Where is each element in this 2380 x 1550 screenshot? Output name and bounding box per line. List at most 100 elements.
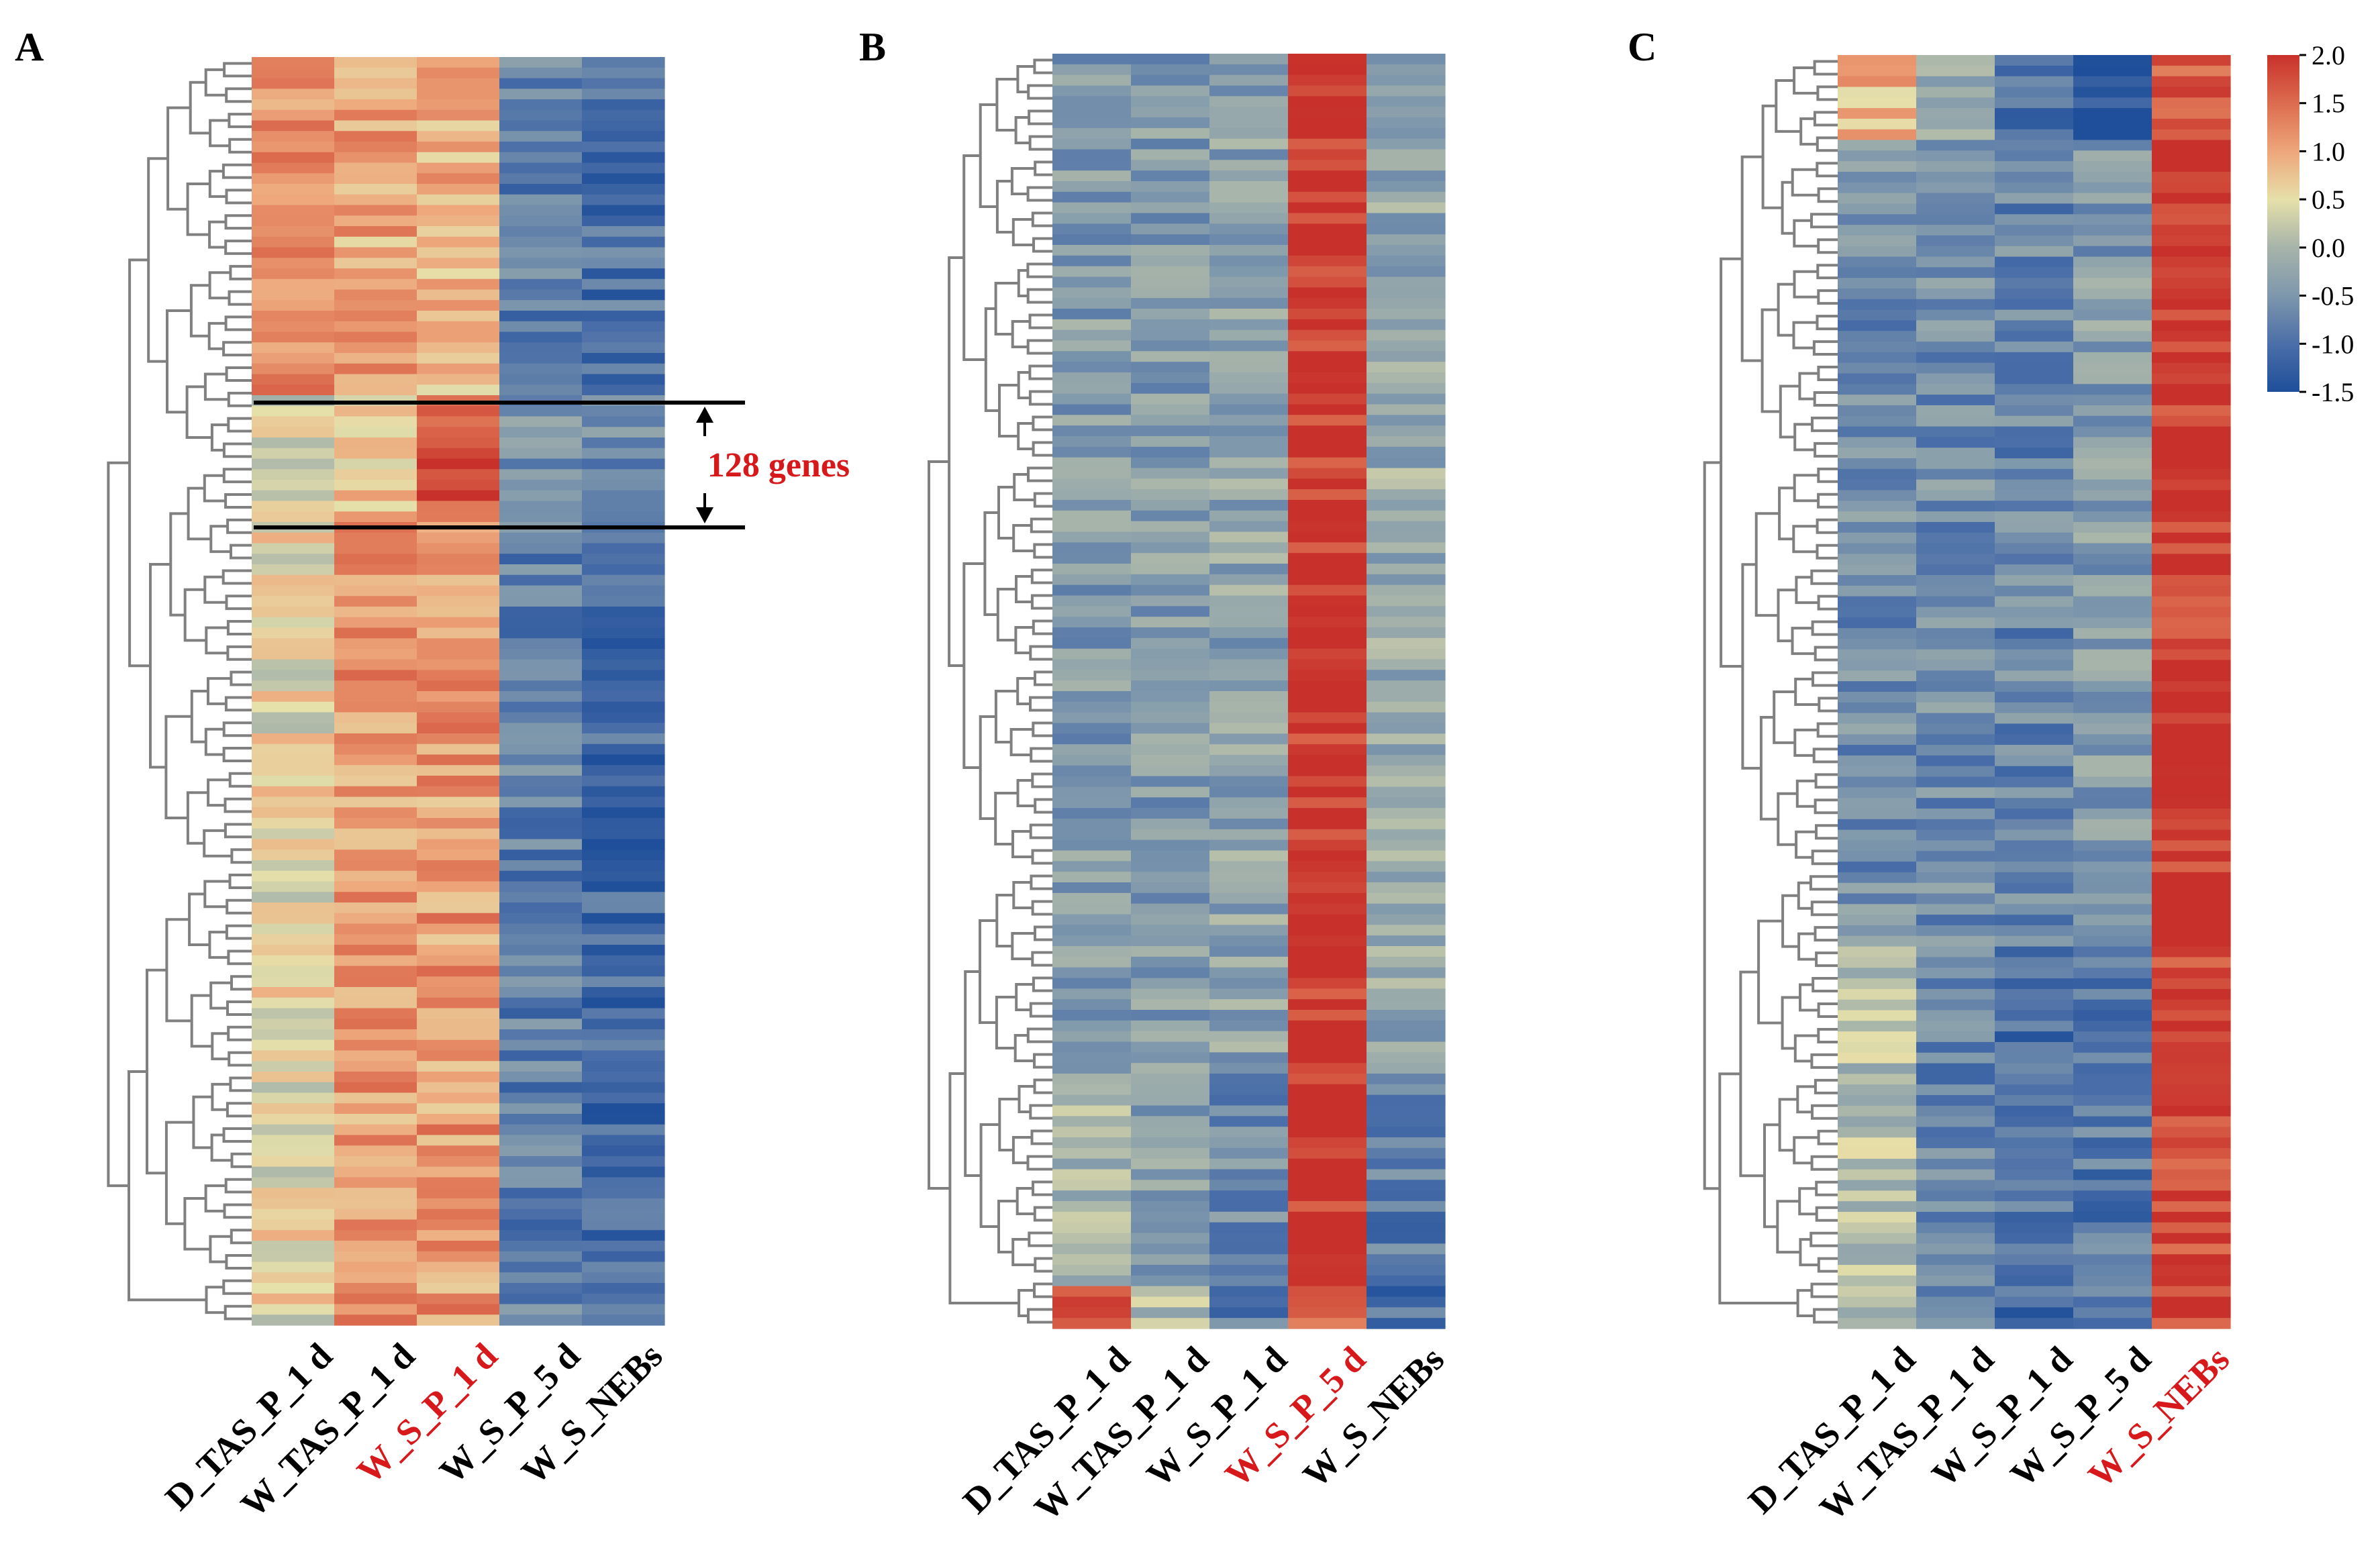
heatmap-cell [1916, 1116, 1995, 1128]
heatmap-cell [582, 543, 665, 554]
heatmap-cell [2152, 1296, 2231, 1308]
heatmap-cell [1367, 861, 1446, 872]
heatmap-cell [252, 680, 335, 692]
heatmap-cell [1367, 956, 1446, 968]
heatmap-cell [1838, 1063, 1917, 1074]
heatmap-cell [2152, 851, 2231, 862]
heatmap-cell [334, 554, 417, 565]
heatmap-cell [582, 99, 665, 111]
heatmap-cell [1995, 468, 2074, 480]
heatmap-cell [499, 215, 583, 227]
heatmap-cell [417, 67, 500, 79]
heatmap-cell [499, 1061, 583, 1072]
heatmap-cell [1838, 681, 1917, 692]
heatmap-cell [2152, 543, 2231, 554]
heatmap-cell [417, 416, 500, 427]
heatmap-cell [2073, 129, 2152, 141]
heatmap-cell [499, 680, 583, 692]
heatmap-cell [1209, 595, 1289, 607]
heatmap-cell [499, 131, 583, 142]
heatmap-cell [1288, 500, 1367, 511]
heatmap-cell [1209, 808, 1289, 819]
heatmap-cell [417, 162, 500, 174]
heatmap-cell [1052, 298, 1132, 309]
heatmap-cell [499, 67, 583, 79]
heatmap-cell [1995, 617, 2074, 629]
heatmap-cell [2152, 299, 2231, 311]
heatmap-cell [417, 1061, 500, 1072]
heatmap-cell [1838, 352, 1917, 364]
heatmap-cell [2073, 829, 2152, 841]
heatmap-cell [2152, 692, 2231, 703]
heatmap-cell [1288, 149, 1367, 160]
heatmap-cell [582, 902, 665, 914]
heatmap-cell [1131, 1010, 1210, 1021]
heatmap-cell [417, 574, 500, 586]
heatmap-cell [1052, 829, 1132, 841]
heatmap-cell [1052, 127, 1132, 140]
heatmap-cell [334, 300, 417, 311]
heatmap-cell [417, 585, 500, 597]
heatmap-cell [417, 490, 500, 502]
heatmap-cell [1995, 723, 2074, 735]
heatmap-cell [1916, 723, 1995, 735]
heatmap-cell [1367, 181, 1446, 193]
heatmap-cell [1131, 329, 1210, 342]
heatmap-cell [2152, 925, 2231, 937]
heatmap-cell [499, 1114, 583, 1125]
heatmap-cell [1209, 542, 1289, 554]
heatmap-cell [1131, 797, 1210, 809]
heatmap-cell [334, 1177, 417, 1188]
heatmap-cell [499, 543, 583, 554]
heatmap-cell [499, 966, 583, 977]
heatmap-cell [1209, 1265, 1289, 1276]
heatmap-cell [1052, 245, 1132, 256]
heatmap-cell [2073, 415, 2152, 427]
heatmap-cell [582, 353, 665, 364]
heatmap-cell [1838, 702, 1917, 714]
heatmap-cell [1131, 946, 1210, 958]
heatmap-cell [252, 723, 335, 734]
heatmap-cell [499, 311, 583, 322]
heatmap-cell [1916, 745, 1995, 756]
heatmap-cell [582, 1124, 665, 1136]
heatmap-cell [1052, 415, 1132, 426]
heatmap-cell [1367, 138, 1446, 150]
heatmap-cell [1916, 1254, 1995, 1265]
heatmap-cell [1995, 1074, 2074, 1085]
heatmap-cell [417, 564, 500, 576]
heatmap-cell [252, 701, 335, 713]
heatmap-cell [1288, 415, 1367, 426]
colorbar-tick-label: 1.5 [2312, 89, 2345, 119]
heatmap-cell [252, 1156, 335, 1168]
heatmap-cell [334, 501, 417, 512]
heatmap-cell [2073, 596, 2152, 608]
heatmap-cell [417, 120, 500, 132]
heatmap-cell [1367, 1275, 1446, 1287]
heatmap-cell [2073, 607, 2152, 618]
heatmap-cell [1052, 786, 1132, 798]
heatmap-cell [334, 1283, 417, 1294]
heatmap-cell [252, 268, 335, 280]
heatmap-cell [2073, 76, 2152, 88]
heatmap-cell [582, 89, 665, 100]
heatmap-cell [334, 311, 417, 322]
heatmap-cell [1052, 191, 1132, 203]
heatmap-cell [334, 701, 417, 713]
heatmap-cell [499, 881, 583, 892]
heatmap-cell [1995, 1095, 2074, 1106]
heatmap-cell [1838, 384, 1917, 395]
heatmap-cell [2152, 171, 2231, 183]
heatmap-cell [2152, 935, 2231, 947]
heatmap-cell [2152, 97, 2231, 109]
heatmap-cell [1367, 967, 1446, 979]
heatmap-cell [582, 469, 665, 480]
heatmap-cell [1367, 107, 1446, 118]
heatmap-cell [1209, 1074, 1289, 1085]
heatmap-cell [1367, 298, 1446, 309]
heatmap-cell [1367, 712, 1446, 724]
heatmap-cell [1131, 627, 1210, 639]
heatmap-cell [334, 405, 417, 417]
heatmap-cell [582, 405, 665, 417]
heatmap-cell [417, 1072, 500, 1083]
